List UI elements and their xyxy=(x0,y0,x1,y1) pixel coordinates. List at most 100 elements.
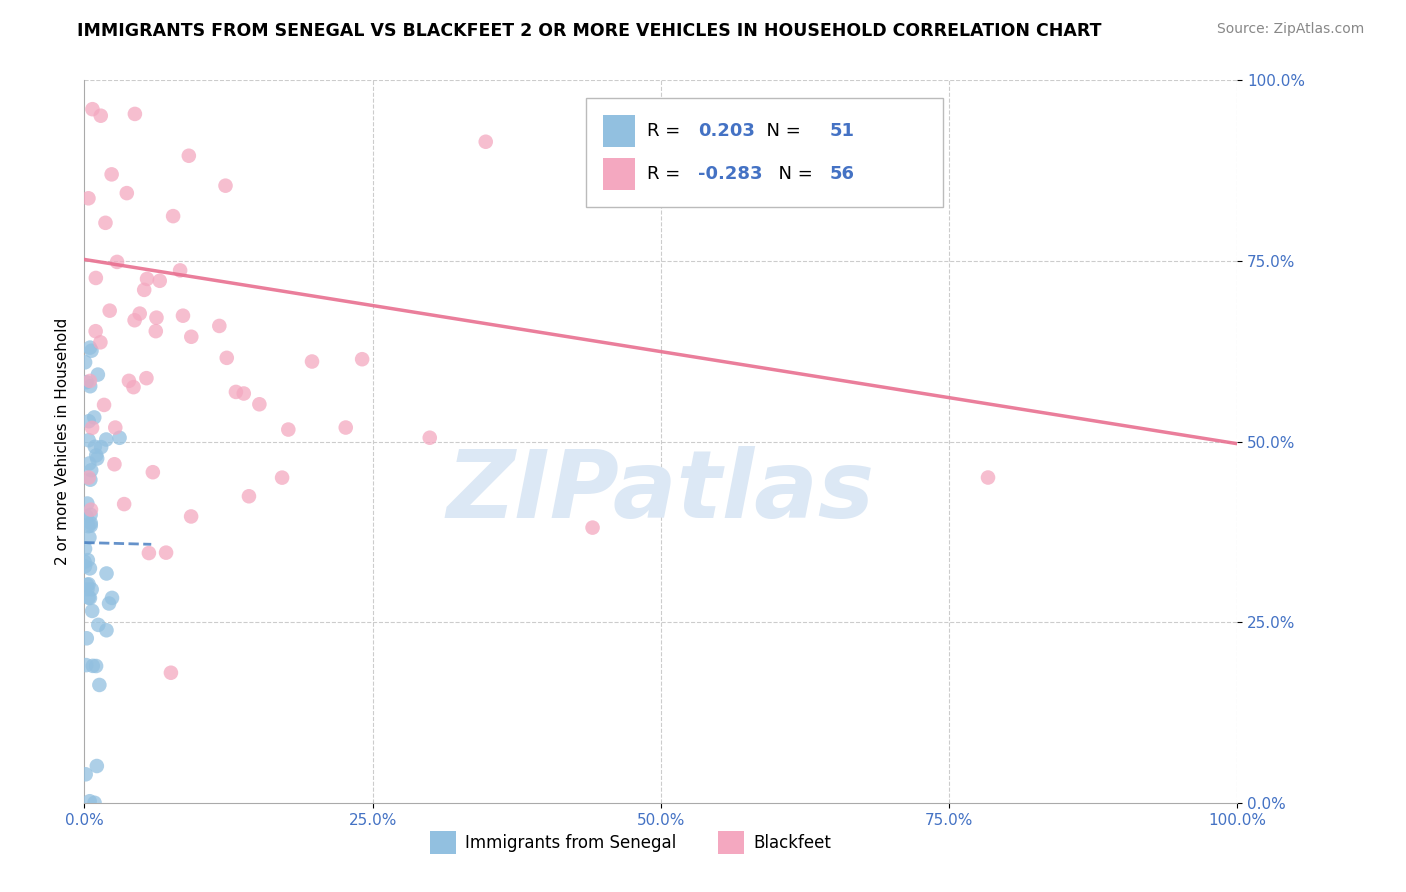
Point xyxy=(136,272,159,286)
Text: IMMIGRANTS FROM SENEGAL VS BLACKFEET 2 OR MORE VEHICLES IN HOUSEHOLD CORRELATION: IMMIGRANTS FROM SENEGAL VS BLACKFEET 2 O… xyxy=(77,22,1102,40)
Point xyxy=(335,420,357,434)
Point xyxy=(103,457,125,471)
FancyBboxPatch shape xyxy=(586,98,943,207)
Text: -0.283: -0.283 xyxy=(697,165,762,183)
Point xyxy=(76,578,98,592)
Point xyxy=(77,457,100,471)
Point xyxy=(98,597,121,611)
Point xyxy=(87,618,110,632)
Point xyxy=(75,355,97,369)
Point xyxy=(80,463,103,477)
Point xyxy=(84,271,107,285)
Point xyxy=(77,434,100,448)
Point xyxy=(84,324,107,338)
Point xyxy=(94,216,117,230)
Point xyxy=(84,448,107,462)
FancyBboxPatch shape xyxy=(718,831,744,855)
Point xyxy=(98,303,121,318)
Point xyxy=(160,665,183,680)
Point xyxy=(89,335,111,350)
Point xyxy=(149,274,172,288)
Text: N =: N = xyxy=(766,165,818,183)
Point xyxy=(86,451,108,466)
Point xyxy=(124,313,146,327)
Point xyxy=(83,440,105,454)
Point xyxy=(82,102,104,116)
Point xyxy=(180,509,202,524)
Point xyxy=(82,658,104,673)
Point xyxy=(79,508,101,522)
Point xyxy=(138,546,160,560)
Point xyxy=(77,470,100,484)
Point xyxy=(77,191,100,205)
Point xyxy=(581,521,603,535)
Point xyxy=(215,351,238,365)
Point xyxy=(82,421,104,435)
Text: ZIPatlas: ZIPatlas xyxy=(447,446,875,538)
Point xyxy=(271,470,294,484)
Point xyxy=(83,410,105,425)
Point xyxy=(162,209,184,223)
Point xyxy=(977,470,1000,484)
Point xyxy=(177,149,200,163)
Point xyxy=(96,433,118,447)
Point xyxy=(79,379,101,393)
Y-axis label: 2 or more Vehicles in Household: 2 or more Vehicles in Household xyxy=(55,318,70,566)
Point xyxy=(115,186,138,201)
Point xyxy=(155,546,177,560)
Point xyxy=(82,604,104,618)
Point xyxy=(419,431,441,445)
Text: 51: 51 xyxy=(830,122,855,140)
Point xyxy=(96,624,118,638)
Point xyxy=(76,509,98,524)
Point xyxy=(83,796,105,810)
Point xyxy=(75,767,97,781)
Text: 0.203: 0.203 xyxy=(697,122,755,140)
Point xyxy=(112,497,135,511)
Point xyxy=(80,582,103,597)
Text: Blackfeet: Blackfeet xyxy=(754,833,831,852)
Point xyxy=(76,582,98,597)
Point xyxy=(108,431,131,445)
Point xyxy=(145,324,167,338)
Point xyxy=(134,283,156,297)
Point xyxy=(247,397,270,411)
Point xyxy=(77,591,100,605)
FancyBboxPatch shape xyxy=(430,831,456,855)
Point xyxy=(80,343,103,358)
Point xyxy=(79,794,101,808)
Point xyxy=(86,759,108,773)
Point xyxy=(277,423,299,437)
Text: Immigrants from Senegal: Immigrants from Senegal xyxy=(465,833,676,852)
Point xyxy=(238,489,260,503)
Point xyxy=(232,386,254,401)
Text: R =: R = xyxy=(647,165,686,183)
Point xyxy=(474,135,496,149)
Point xyxy=(169,263,191,277)
Point xyxy=(73,555,96,569)
Point xyxy=(100,167,122,181)
Text: Source: ZipAtlas.com: Source: ZipAtlas.com xyxy=(1216,22,1364,37)
Point xyxy=(84,659,107,673)
Point xyxy=(301,354,323,368)
Point xyxy=(128,307,150,321)
Point xyxy=(145,310,167,325)
Point xyxy=(90,440,112,454)
Point xyxy=(172,309,194,323)
Point xyxy=(89,678,111,692)
Point xyxy=(79,591,101,605)
Point xyxy=(80,518,103,533)
Point xyxy=(76,632,98,646)
Point xyxy=(142,465,165,479)
Point xyxy=(79,473,101,487)
FancyBboxPatch shape xyxy=(603,114,636,147)
Point xyxy=(118,374,141,388)
Point xyxy=(208,318,231,333)
Point xyxy=(122,380,145,394)
Point xyxy=(105,255,128,269)
Point xyxy=(214,178,236,193)
Point xyxy=(79,374,101,388)
Point xyxy=(73,541,96,556)
Point xyxy=(77,414,100,428)
Point xyxy=(75,658,97,673)
